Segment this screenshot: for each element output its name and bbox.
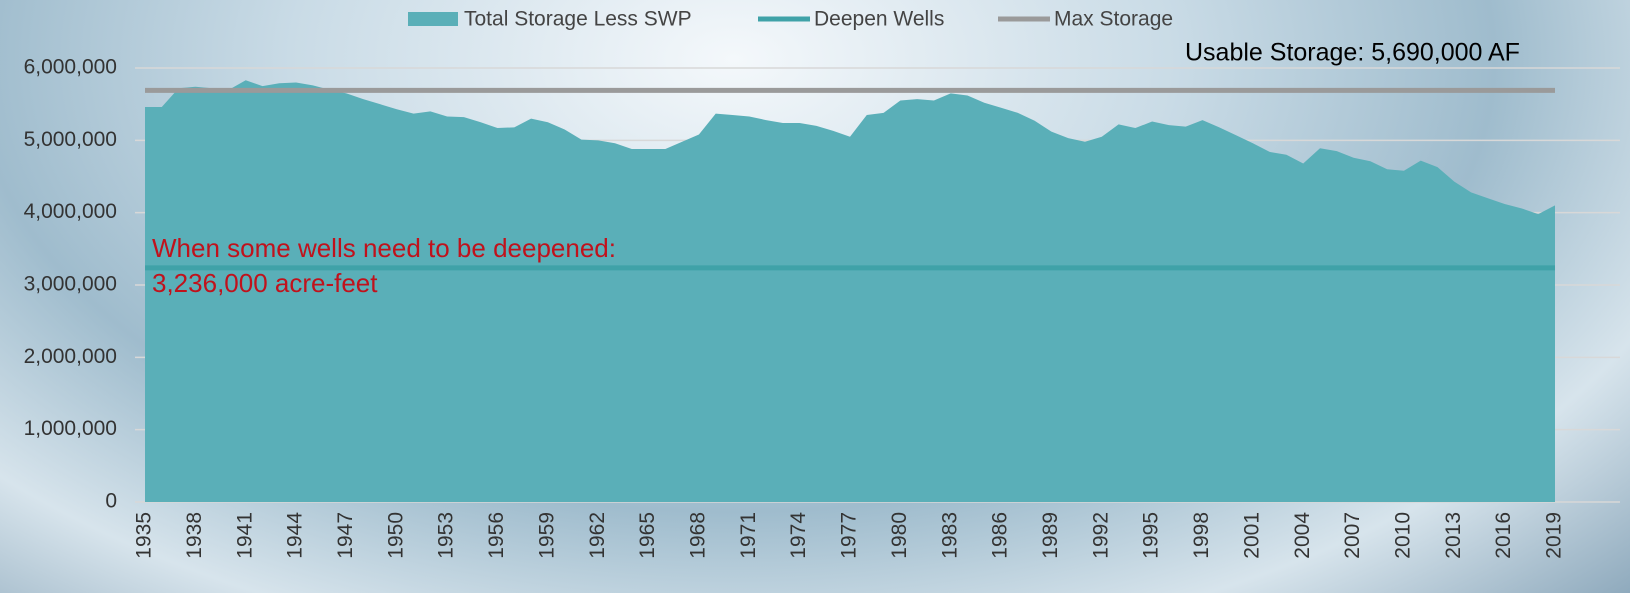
- x-tick-label: 1935: [133, 512, 156, 559]
- x-tick-label: 1938: [183, 512, 206, 559]
- legend-label: Max Storage: [1054, 8, 1173, 31]
- legend-label: Total Storage Less SWP: [464, 8, 692, 31]
- x-tick-label: 1944: [284, 512, 307, 559]
- x-tick-label: 1998: [1190, 512, 1213, 559]
- x-tick-label: 1983: [938, 512, 961, 559]
- x-tick-label: 1986: [989, 512, 1012, 559]
- y-tick-label: 1,000,000: [24, 417, 117, 440]
- x-tick-label: 1971: [737, 512, 760, 559]
- legend-swatch: [408, 12, 458, 26]
- x-tick-label: 1962: [586, 512, 609, 559]
- y-tick-label: 5,000,000: [24, 128, 117, 151]
- x-tick-label: 1959: [535, 512, 558, 559]
- x-tick-label: 2013: [1442, 512, 1465, 559]
- y-tick-label: 0: [105, 490, 117, 513]
- legend-label: Deepen Wells: [814, 8, 944, 31]
- x-tick-label: 1980: [888, 512, 911, 559]
- chart: Usable Storage: 5,690,000 AF 0 1,000,000 2…: [0, 0, 1630, 593]
- x-tick-label: 2016: [1492, 512, 1515, 559]
- x-tick-label: 1992: [1089, 512, 1112, 559]
- x-tick-label: 1953: [435, 512, 458, 559]
- annotation: 3,236,000 acre-feet: [152, 268, 378, 298]
- usable-storage-note: Usable Storage: 5,690,000 AF: [1185, 39, 1520, 67]
- x-tick-label: 1968: [686, 512, 709, 559]
- x-tick-label: 2019: [1543, 512, 1566, 559]
- x-tick-label: 1977: [838, 512, 861, 559]
- x-tick-label: 1995: [1140, 512, 1163, 559]
- x-tick-label: 1965: [636, 512, 659, 559]
- x-tick-label: 2010: [1391, 512, 1414, 559]
- x-tick-label: 1974: [787, 512, 810, 559]
- x-tick-label: 2007: [1341, 512, 1364, 559]
- x-tick-label: 2004: [1291, 512, 1314, 559]
- y-tick-label: 3,000,000: [24, 273, 117, 296]
- y-tick-label: 2,000,000: [24, 345, 117, 368]
- x-tick-label: 1989: [1039, 512, 1062, 559]
- x-tick-label: 1956: [485, 512, 508, 559]
- x-tick-label: 1941: [233, 512, 256, 559]
- y-tick-label: 4,000,000: [24, 200, 117, 223]
- x-tick-label: 2001: [1240, 512, 1263, 559]
- x-tick-label: 1950: [384, 512, 407, 559]
- x-tick-label: 1947: [334, 512, 357, 559]
- annotation: When some wells need to be deepened:: [152, 233, 616, 263]
- y-tick-label: 6,000,000: [24, 56, 117, 79]
